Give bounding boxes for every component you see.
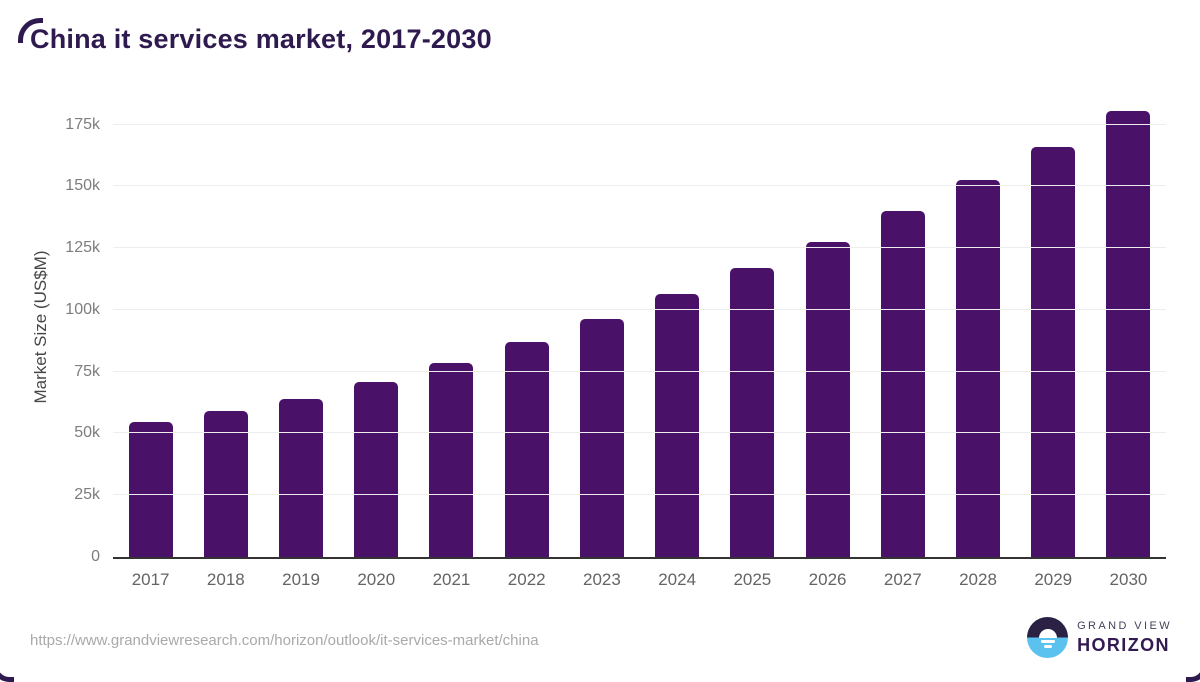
bar-slot bbox=[414, 95, 489, 557]
y-tick-label: 50k bbox=[74, 424, 100, 442]
bar-2024[interactable] bbox=[655, 294, 700, 557]
bar-2019[interactable] bbox=[279, 398, 324, 557]
bar-2017[interactable] bbox=[128, 422, 173, 557]
bar-2030[interactable] bbox=[1106, 111, 1151, 557]
y-tick-label: 0 bbox=[91, 548, 100, 565]
sun-reflection-bar bbox=[1043, 645, 1052, 648]
bar-slot bbox=[564, 95, 639, 557]
brand-logo: GRAND VIEW HORIZON bbox=[1027, 617, 1172, 658]
bar-slot bbox=[1016, 95, 1091, 557]
x-tick-label: 2023 bbox=[583, 570, 621, 589]
x-tick-label: 2019 bbox=[282, 570, 320, 589]
bar-2028[interactable] bbox=[956, 180, 1001, 557]
sun-reflection-bar bbox=[1040, 640, 1055, 643]
x-tick-label: 2021 bbox=[432, 570, 471, 589]
bar-slot bbox=[715, 95, 790, 557]
x-tick-label: 2022 bbox=[507, 570, 546, 589]
x-tick-label: 2028 bbox=[959, 570, 997, 589]
y-tick-label: 100k bbox=[65, 300, 100, 318]
frame-corner-bottom-right bbox=[1186, 661, 1200, 682]
bar-slot bbox=[940, 95, 1015, 557]
brand-logo-text: GRAND VIEW HORIZON bbox=[1077, 620, 1172, 656]
x-tick-label: 2029 bbox=[1034, 570, 1073, 589]
y-tick-label: 75k bbox=[74, 362, 100, 380]
bars-container bbox=[113, 95, 1166, 557]
bar-2023[interactable] bbox=[579, 318, 624, 557]
bar-slot bbox=[339, 95, 414, 557]
y-tick-label: 25k bbox=[74, 486, 100, 504]
bar-2021[interactable] bbox=[429, 363, 474, 557]
bar-2029[interactable] bbox=[1031, 146, 1076, 557]
bar-slot bbox=[489, 95, 564, 557]
bar-slot bbox=[263, 95, 338, 557]
plot-area: 0 25k 50k 75k 100k 125k 150k 175k bbox=[65, 95, 1166, 565]
gridline bbox=[113, 432, 1166, 434]
x-tick-label: 2020 bbox=[357, 570, 396, 589]
y-tick-label: 150k bbox=[65, 177, 100, 195]
x-tick-label: 2027 bbox=[883, 570, 922, 589]
bar-slot bbox=[640, 95, 715, 557]
bar-2026[interactable] bbox=[805, 241, 850, 557]
x-tick-label: 2024 bbox=[658, 570, 697, 589]
gridline bbox=[113, 494, 1166, 496]
y-tick-label: 175k bbox=[65, 115, 100, 133]
gridline bbox=[113, 247, 1166, 249]
x-tick-label: 2025 bbox=[733, 570, 772, 589]
y-tick-label: 125k bbox=[65, 239, 100, 257]
bar-2022[interactable] bbox=[504, 342, 549, 557]
gridline bbox=[113, 185, 1166, 187]
bar-2018[interactable] bbox=[203, 411, 248, 557]
x-tick-label: 2026 bbox=[808, 570, 847, 589]
bar-slot bbox=[865, 95, 940, 557]
x-axis-labels: 2017 2018 2019 2020 2021 2022 2023 2024 2025 2026… bbox=[113, 570, 1166, 590]
source-url: https://www.grandviewresearch.com/horizo… bbox=[30, 632, 539, 649]
horizon-sun-icon bbox=[1027, 617, 1069, 658]
bar-slot bbox=[790, 95, 865, 557]
gridline bbox=[113, 370, 1166, 372]
brand-name-bottom: HORIZON bbox=[1077, 634, 1170, 655]
page-title: China it services market, 2017-2030 bbox=[30, 24, 492, 54]
frame-corner-bottom-left bbox=[0, 661, 14, 682]
bar-slot bbox=[113, 95, 188, 557]
gridline bbox=[113, 123, 1166, 125]
bar-slot bbox=[188, 95, 263, 557]
x-tick-label: 2017 bbox=[131, 570, 170, 589]
brand-name-top: GRAND VIEW bbox=[1077, 619, 1172, 632]
gridline bbox=[113, 308, 1166, 310]
bar-2020[interactable] bbox=[354, 382, 399, 557]
x-tick-label: 2030 bbox=[1109, 570, 1148, 589]
bar-2025[interactable] bbox=[730, 267, 775, 557]
x-tick-label: 2018 bbox=[206, 570, 245, 589]
y-axis-title: Market Size (US$M) bbox=[31, 250, 50, 404]
sun-glyph bbox=[1038, 628, 1057, 638]
bar-slot bbox=[1091, 95, 1166, 557]
bar-2027[interactable] bbox=[880, 211, 925, 557]
